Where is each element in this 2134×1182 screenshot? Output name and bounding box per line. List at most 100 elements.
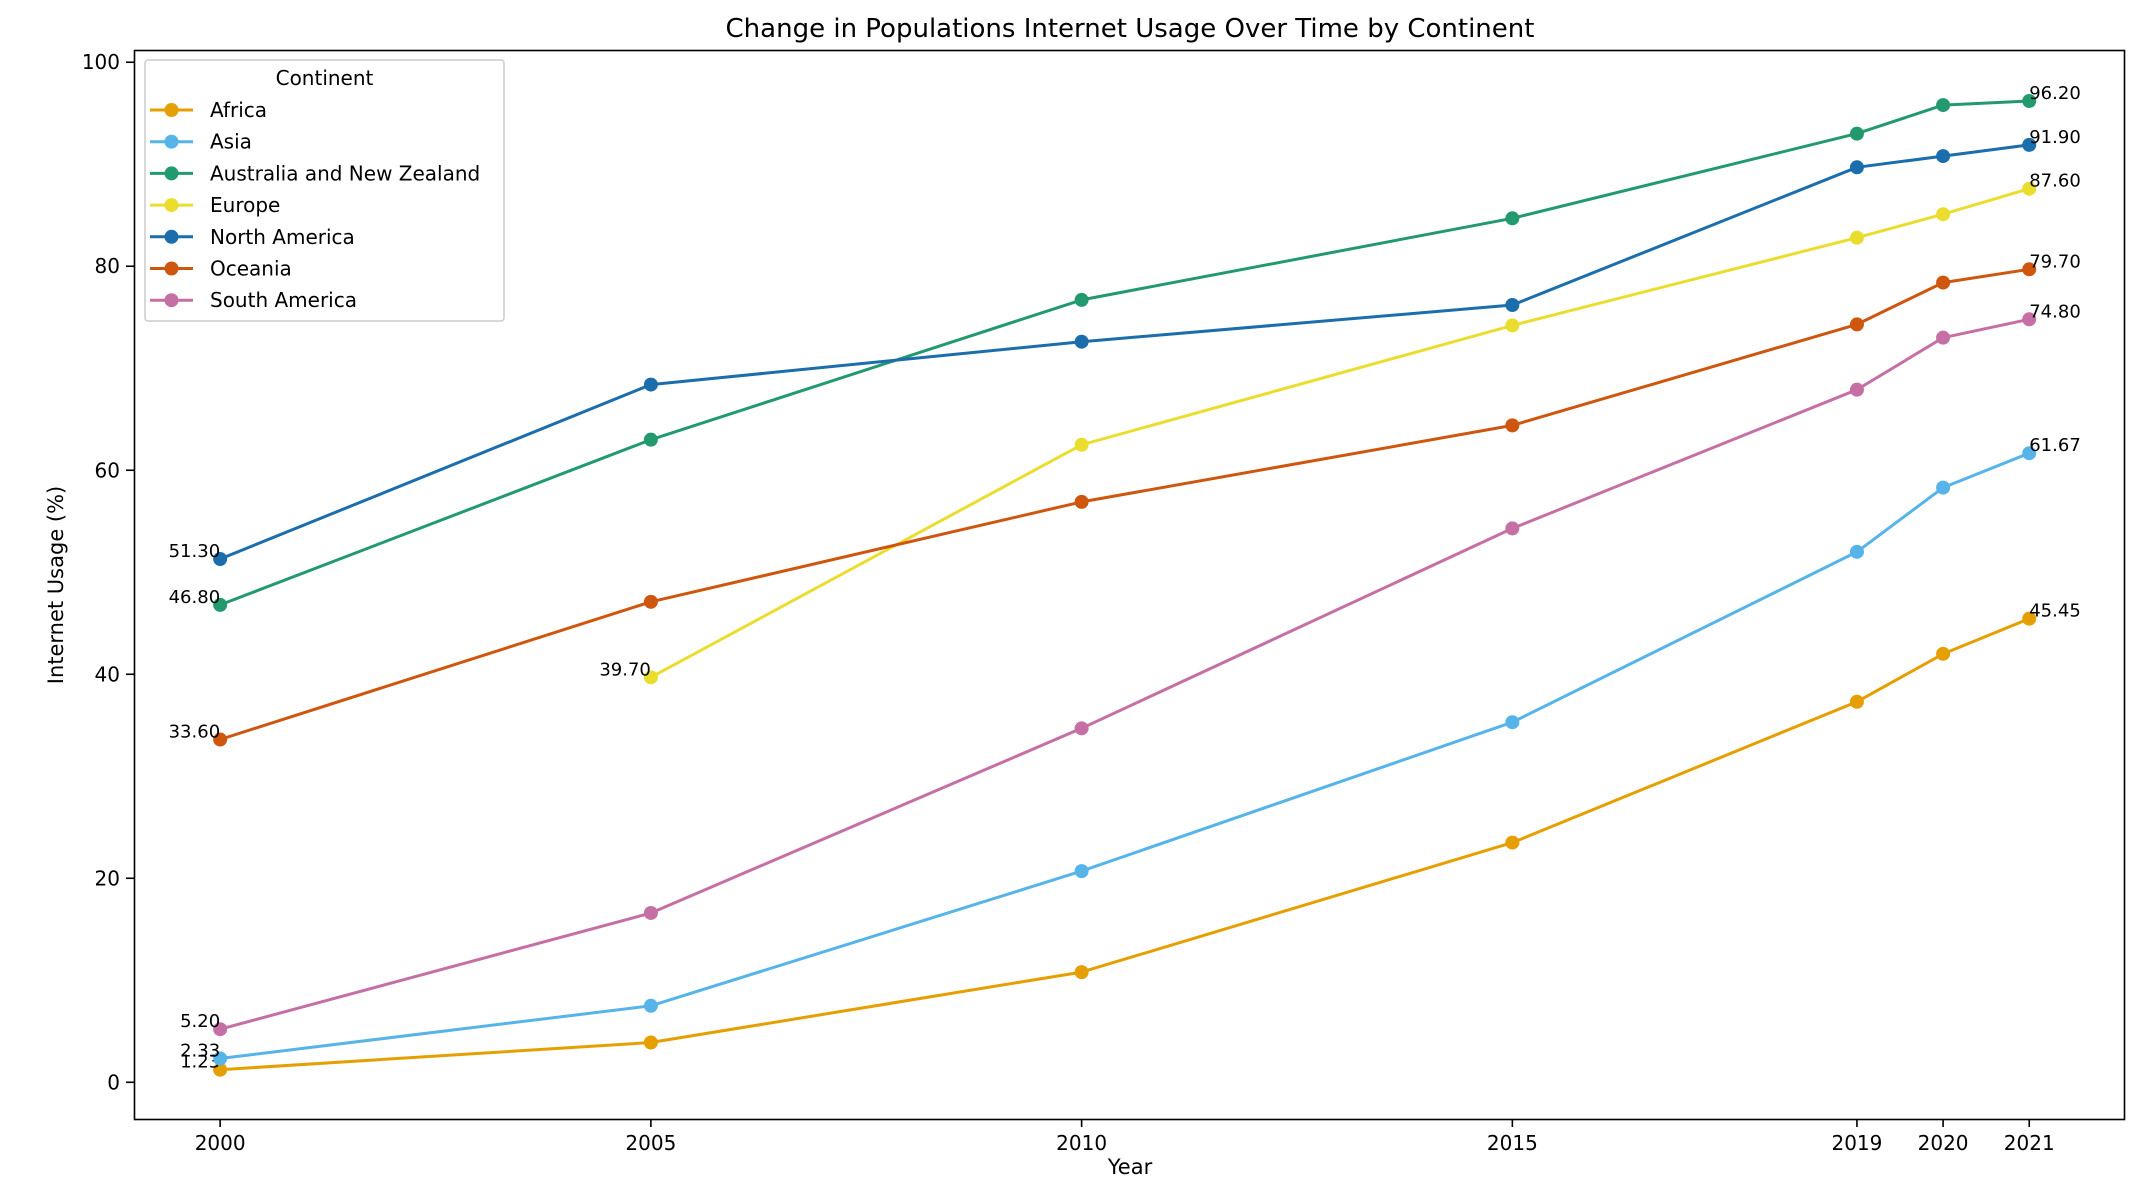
data-point-africa: [2022, 611, 2037, 626]
start-value-label-north-america: 51.30: [169, 541, 221, 562]
x-tick-label: 2020: [1918, 1131, 1969, 1155]
y-tick-label: 100: [82, 50, 120, 74]
end-value-label-north-america: 91.90: [2029, 127, 2081, 148]
data-point-north-america: [1849, 160, 1864, 175]
y-axis-label: Internet Usage (%): [44, 486, 68, 685]
data-point-africa: [1936, 646, 1951, 661]
end-value-label-australia-and-new-zealand: 96.20: [2029, 83, 2081, 104]
chart-title: Change in Populations Internet Usage Ove…: [726, 14, 1535, 44]
x-tick-label: 2005: [625, 1131, 676, 1155]
legend-marker-africa: [164, 103, 179, 117]
data-point-oceania: [213, 732, 228, 747]
legend-marker-oceania: [164, 261, 179, 276]
series-line-europe: [650, 187, 2030, 679]
legend-box: [144, 59, 505, 322]
data-point-asia: [1936, 480, 1951, 495]
legend-label-africa: Africa: [210, 98, 267, 122]
y-tick-label: 40: [95, 662, 120, 686]
data-point-europe: [1849, 230, 1864, 245]
data-point-north-america: [643, 377, 658, 392]
end-value-label-africa: 45.45: [2029, 601, 2081, 622]
data-point-north-america: [1936, 149, 1951, 164]
data-point-australia-and-new-zealand: [643, 432, 658, 447]
y-tick-label: 20: [95, 866, 120, 890]
data-point-south-america: [1505, 521, 1520, 536]
start-value-label-australia-and-new-zealand: 46.80: [169, 587, 221, 608]
data-point-north-america: [1074, 334, 1089, 349]
x-tick-label: 2010: [1056, 1131, 1107, 1155]
start-value-label-south-america: 5.20: [180, 1011, 220, 1032]
plot-area: 2000 2005 2010 2015 2019 2020 2021 0 20 40 60 80 100…: [82, 50, 2081, 1155]
data-point-north-america: [213, 551, 228, 566]
legend-label-australia-and-new-zealand: Australia and New Zealand: [210, 161, 480, 185]
data-point-north-america: [1505, 298, 1520, 313]
data-point-africa: [1849, 694, 1864, 709]
legend-label-north-america: North America: [210, 225, 355, 249]
data-point-south-america: [2022, 312, 2037, 327]
data-point-asia: [2022, 446, 2037, 461]
data-point-oceania: [1505, 418, 1520, 433]
legend-title: Continent: [276, 66, 374, 90]
data-point-australia-and-new-zealand: [1074, 292, 1089, 307]
data-point-africa: [643, 1035, 658, 1050]
end-value-label-south-america: 74.80: [2029, 301, 2081, 322]
legend-marker-south-america: [164, 293, 179, 308]
data-point-asia: [1074, 864, 1089, 879]
data-point-europe: [1074, 437, 1089, 452]
data-point-south-america: [1936, 330, 1951, 345]
data-point-oceania: [643, 594, 658, 609]
legend-marker-europe: [164, 198, 179, 213]
legend-label-asia: Asia: [210, 130, 252, 154]
end-value-label-europe: 87.60: [2029, 171, 2081, 192]
x-tick-label: 2000: [195, 1131, 246, 1155]
legend-label-south-america: South America: [210, 288, 357, 312]
data-point-oceania: [2022, 262, 2037, 277]
legend: Continent Africa Asia Australia and New Zea…: [144, 59, 505, 322]
data-point-australia-and-new-zealand: [213, 597, 228, 612]
data-point-australia-and-new-zealand: [2022, 94, 2037, 109]
data-point-asia: [1849, 544, 1864, 559]
legend-marker-north-america: [164, 229, 179, 244]
data-point-europe: [643, 670, 658, 685]
data-point-oceania: [1074, 494, 1089, 509]
data-point-south-america: [643, 905, 658, 920]
end-value-label-asia: 61.67: [2029, 435, 2081, 456]
data-point-asia: [213, 1051, 228, 1066]
y-tick-label: 0: [107, 1070, 120, 1094]
data-point-africa: [1505, 835, 1520, 850]
data-point-australia-and-new-zealand: [1936, 98, 1951, 113]
data-point-africa: [213, 1062, 228, 1077]
data-point-europe: [1936, 207, 1951, 222]
start-value-label-asia: 2.33: [180, 1041, 220, 1062]
start-value-label-europe: 39.70: [599, 659, 651, 680]
data-point-north-america: [2022, 137, 2037, 152]
data-point-south-america: [213, 1022, 228, 1037]
data-point-asia: [643, 998, 658, 1013]
data-point-oceania: [1936, 275, 1951, 290]
legend-marker-asia: [164, 134, 179, 149]
data-point-europe: [2022, 181, 2037, 196]
y-tick-label: 80: [95, 254, 120, 278]
data-point-africa: [1074, 965, 1089, 980]
data-point-australia-and-new-zealand: [1505, 211, 1520, 226]
x-tick-label: 2019: [1831, 1131, 1882, 1155]
legend-label-oceania: Oceania: [210, 257, 292, 281]
x-tick-label: 2021: [2004, 1131, 2055, 1155]
legend-label-europe: Europe: [210, 193, 280, 217]
start-value-label-africa: 1.23: [180, 1052, 220, 1073]
data-point-europe: [1505, 318, 1520, 333]
x-axis-label: Year: [1107, 1155, 1153, 1178]
x-tick-label: 2015: [1487, 1131, 1538, 1155]
data-point-south-america: [1849, 382, 1864, 397]
legend-marker-australia-and-new-zealand: [164, 166, 179, 181]
data-point-oceania: [1849, 317, 1864, 332]
data-point-south-america: [1074, 721, 1089, 736]
plot-frame: [133, 49, 2126, 1121]
y-tick-label: 60: [95, 458, 120, 482]
data-point-australia-and-new-zealand: [1849, 126, 1864, 141]
data-point-asia: [1505, 715, 1520, 730]
end-value-label-oceania: 79.70: [2029, 251, 2081, 272]
start-value-label-oceania: 33.60: [169, 722, 221, 743]
